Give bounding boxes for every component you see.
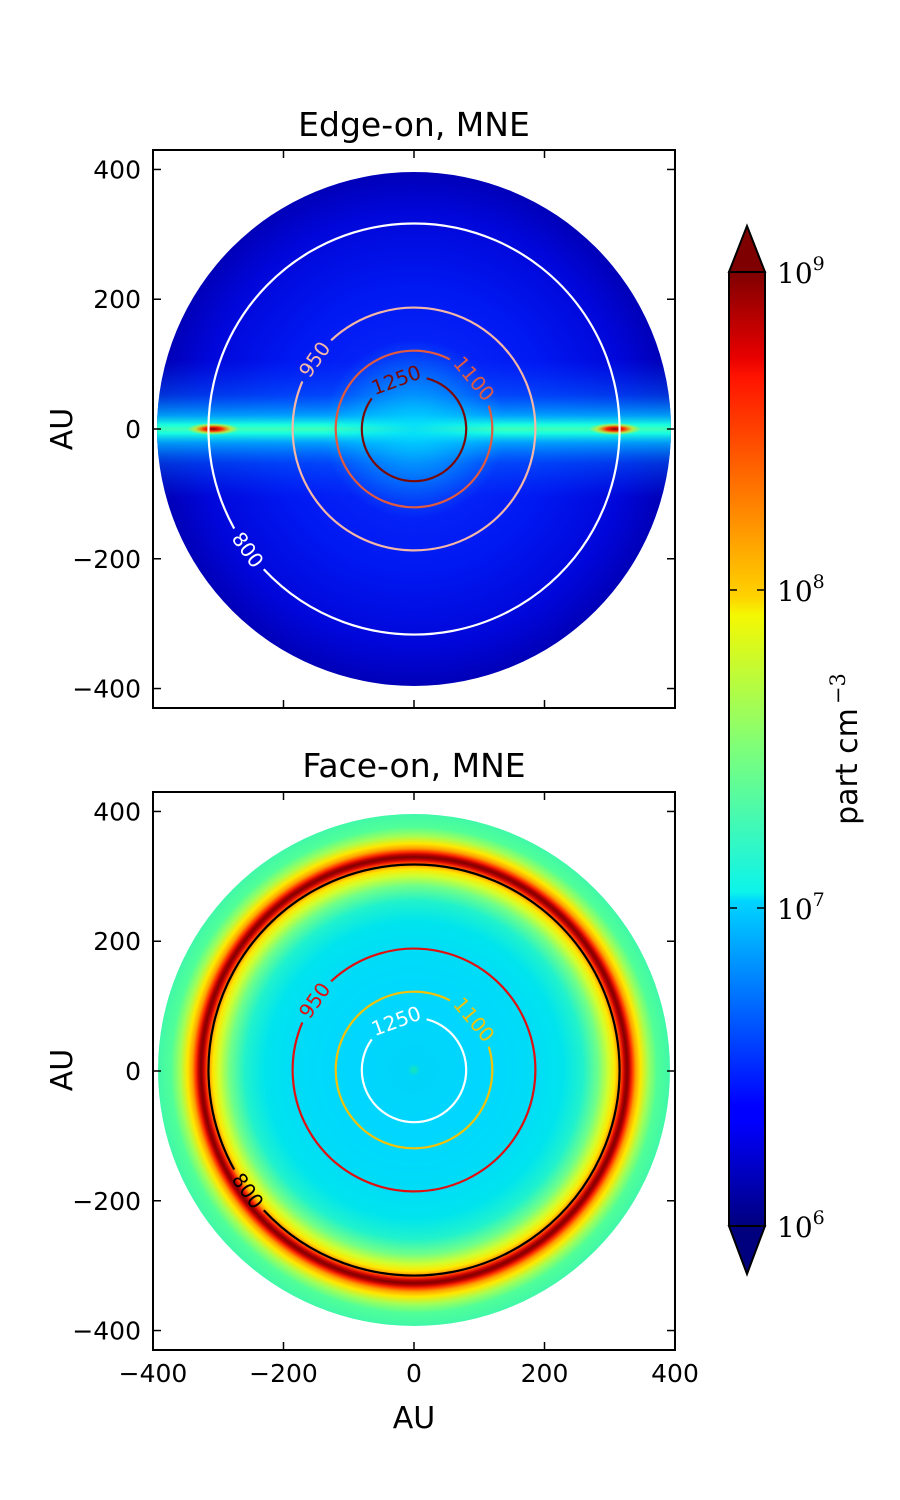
colorbar-label: part cm −3	[826, 673, 865, 825]
face-on-ytick-label: −400	[72, 1317, 141, 1346]
edge-on-ticks: 400 200 0 −200 −400	[72, 150, 676, 708]
edge-on-ylabel: AU	[45, 408, 80, 450]
colorbar-extend-top	[727, 223, 767, 273]
face-on-xtick-label: 200	[521, 1359, 569, 1388]
face-on-contour-1100	[334, 990, 494, 1150]
face-on-ytick-label: 0	[125, 1057, 141, 1086]
face-on-contour-950	[291, 947, 537, 1193]
edge-on-contour-800	[207, 222, 621, 636]
face-on-xtick-label: −200	[249, 1359, 318, 1388]
face-on-ticks: −400 −200 0 200 400 400 200 0 −200 −400	[72, 792, 699, 1388]
edge-on-contour-1100	[334, 349, 494, 509]
colorbar-frame	[728, 271, 766, 1227]
edge-on-ytick-label: −400	[72, 675, 141, 704]
face-on-ytick-label: −200	[72, 1187, 141, 1216]
colorbar-tick-label: 109	[777, 253, 825, 290]
colorbar-label-text: part cm	[830, 708, 865, 825]
face-on-xlabel: AU	[393, 1401, 435, 1436]
colorbar-tick-base: 10	[777, 257, 813, 290]
edge-on-hot-spot-left	[187, 423, 239, 435]
edge-on-ytick-label: 0	[125, 415, 141, 444]
edge-on-center-glow	[324, 339, 504, 519]
face-on-ytick-label: 400	[93, 797, 141, 826]
face-on-xtick-label: −400	[119, 1359, 188, 1388]
colorbar-tick-base: 10	[777, 575, 813, 608]
edge-on-ytick-label: 200	[93, 285, 141, 314]
colorbar-tick-label: 106	[777, 1207, 825, 1244]
face-on-xtick-label: 400	[651, 1359, 699, 1388]
edge-on-hot-spot-right	[589, 423, 641, 435]
colorbar-tick-base: 10	[777, 893, 813, 926]
edge-on-ytick-label: −200	[72, 545, 141, 574]
colorbar-tick-exponent: 8	[813, 571, 825, 593]
face-on-title: Face-on, MNE	[302, 746, 525, 785]
colorbar-gradient	[729, 272, 765, 1226]
colorbar-tick-label: 108	[777, 571, 825, 608]
colorbar-extend-bottom	[727, 1225, 767, 1277]
colorbar-tick-exponent: 6	[813, 1207, 825, 1229]
edge-on-contour-1250	[360, 377, 468, 483]
colorbar-label-exponent: −3	[826, 673, 850, 704]
colorbar-tick-label: 107	[777, 889, 825, 926]
edge-on-ytick-label: 400	[93, 155, 141, 184]
face-on-ylabel: AU	[45, 1049, 80, 1091]
face-on-density-disk	[158, 814, 670, 1326]
face-on-ytick-label: 200	[93, 927, 141, 956]
edge-on-contour-950	[291, 306, 537, 552]
face-on-contour-1250	[360, 1018, 468, 1124]
face-on-xtick-label: 0	[406, 1359, 422, 1388]
colorbar-tick-exponent: 7	[813, 889, 825, 911]
edge-on-title: Edge-on, MNE	[298, 105, 530, 144]
colorbar-tick-exponent: 9	[813, 253, 825, 275]
face-on-contour-800	[207, 863, 621, 1277]
colorbar-tick-base: 10	[777, 1211, 813, 1244]
